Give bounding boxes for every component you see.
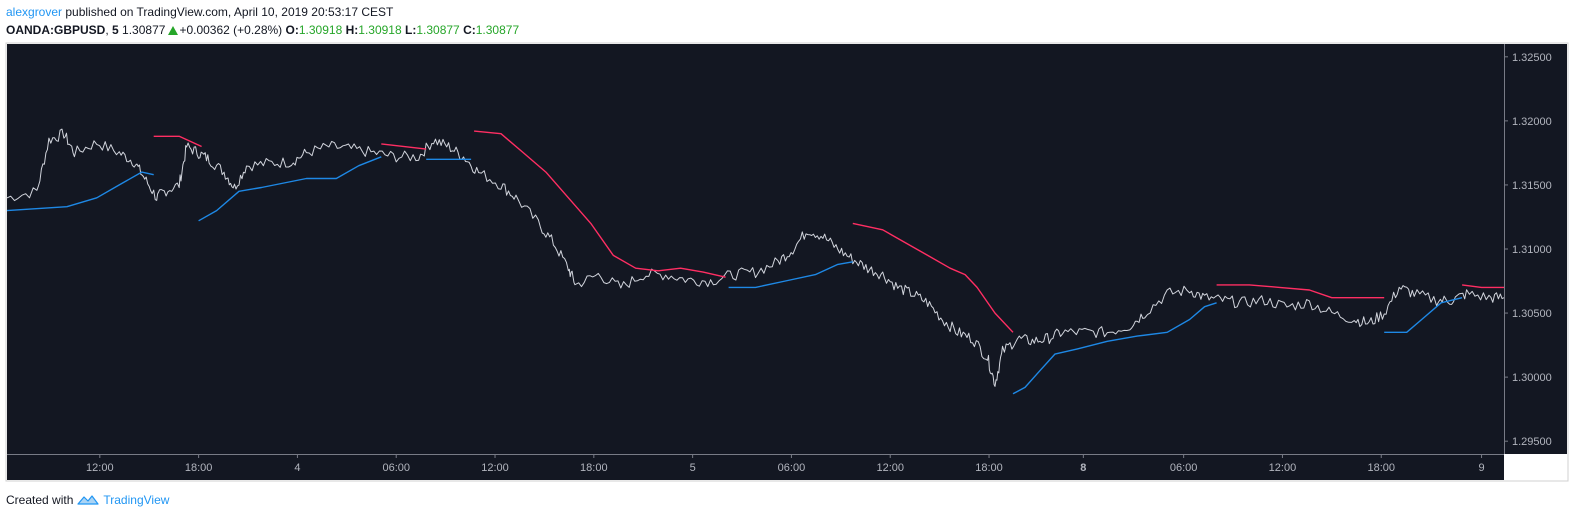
created-with-text: Created with [6,493,74,507]
upper-band-line [381,143,427,150]
interval: 5 [112,23,119,37]
x-tick-label: 9 [1478,462,1484,474]
x-tick-label: 5 [690,462,696,474]
symbol-info: OANDA:GBPUSD, 5 1.30877 +0.00362 (+0.28%)… [6,23,520,37]
chart-series [6,128,1505,395]
y-tick-label: 1.31000 [1512,244,1552,256]
y-tick-label: 1.32000 [1512,116,1552,128]
y-tick-label: 1.32500 [1512,52,1552,64]
high-value: 1.30918 [358,23,402,37]
x-tick-label: 4 [294,462,300,474]
low-label: L: [405,23,417,37]
x-tick-label: 12:00 [481,462,509,474]
symbol-name: OANDA:GBPUSD [6,23,106,37]
x-tick-label: 12:00 [876,462,904,474]
x-tick-label: 18:00 [185,462,213,474]
plot-area[interactable] [7,44,1504,454]
x-axis-ticks: 12:00 18:00 4 06:00 12:00 18:00 5 06:00 12:00 18:… [86,454,1485,474]
publish-text: published on TradingView.com, April 10, … [62,5,394,19]
y-tick-label: 1.29500 [1512,436,1552,448]
publish-info: alexgrover published on TradingView.com,… [6,5,393,19]
upper-band-line [852,222,1014,333]
time-axis[interactable] [7,454,1504,480]
x-tick-label: 06:00 [382,462,410,474]
y-tick-label: 1.31500 [1512,180,1552,192]
footer: Created with TradingView [6,493,169,507]
tradingview-logo-icon[interactable] [77,494,99,506]
upper-band-line [474,130,726,278]
price-line [6,128,1505,387]
upper-band-line [1216,284,1385,299]
tradingview-link[interactable]: TradingView [103,493,170,507]
y-axis-ticks: 1.32500 1.32000 1.31500 1.31000 1.30500 1.300… [1504,52,1552,448]
x-tick-label: 12:00 [86,462,114,474]
x-tick-label: 8 [1080,462,1086,474]
price-axis[interactable] [1504,44,1567,454]
x-tick-label: 06:00 [778,462,806,474]
low-value: 1.30877 [416,23,460,37]
lower-band-line [1384,297,1463,333]
x-tick-label: 18:00 [1367,462,1395,474]
x-tick-label: 06:00 [1170,462,1198,474]
y-tick-label: 1.30000 [1512,372,1552,384]
up-arrow-icon [168,26,179,35]
upper-band-line [1462,284,1504,289]
price-change: +0.00362 (+0.28%) [179,23,283,37]
y-tick-label: 1.30500 [1512,308,1552,320]
close-value: 1.30877 [475,23,520,37]
lower-band-line [198,156,382,222]
open-label: O: [285,23,299,37]
close-label: C: [463,23,476,37]
high-label: H: [345,23,359,37]
x-tick-label: 18:00 [975,462,1003,474]
x-tick-label: 12:00 [1269,462,1297,474]
open-value: 1.30918 [298,23,343,37]
price-chart[interactable]: 1.32500 1.32000 1.31500 1.31000 1.30500 1.300… [0,40,1569,483]
author-link[interactable]: alexgrover [6,5,63,19]
last-price: 1.30877 [122,23,166,37]
lower-band-line [728,261,853,289]
lower-band-line [6,171,154,212]
lower-band-line [1012,302,1217,395]
x-tick-label: 18:00 [580,462,608,474]
upper-band-line [153,135,202,148]
